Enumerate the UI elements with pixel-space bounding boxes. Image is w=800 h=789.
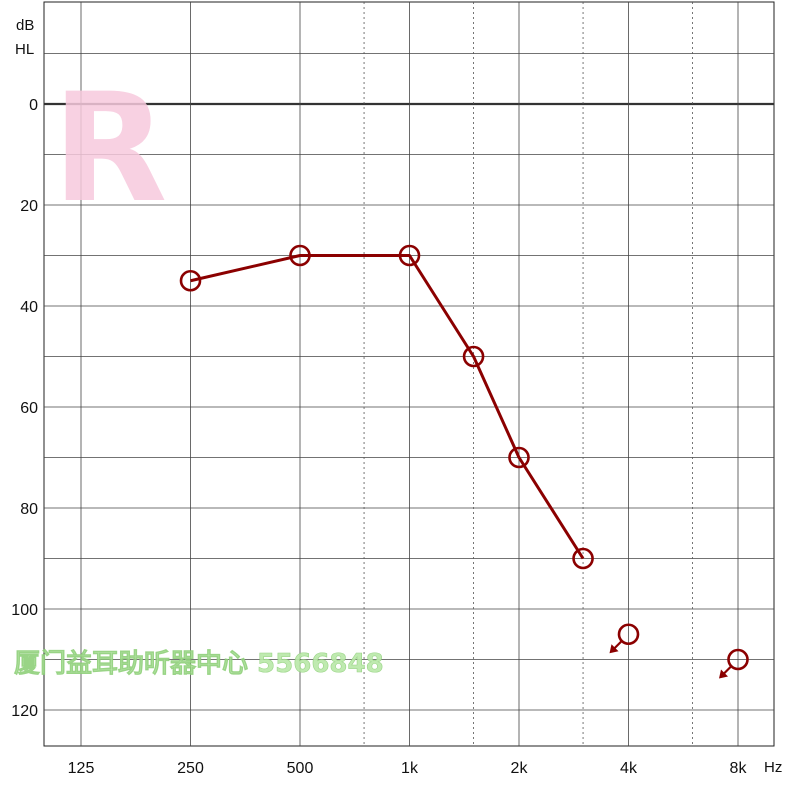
y-unit-bottom: HL xyxy=(15,41,34,58)
x-tick-label: 500 xyxy=(287,760,314,777)
watermark-text: 厦门益耳助听器中心 5566848 xyxy=(14,649,384,679)
x-tick-label: 250 xyxy=(177,760,204,777)
no-response-circle xyxy=(727,648,749,671)
y-tick-label: 20 xyxy=(20,198,38,215)
y-tick-label: 60 xyxy=(20,400,38,417)
data-point-circle xyxy=(572,547,594,570)
data-point-circle xyxy=(462,345,485,368)
x-tick-label: 4k xyxy=(620,760,638,777)
no-response-arrow-head xyxy=(609,644,619,654)
x-tick-label: 1k xyxy=(401,760,419,777)
y-tick-label: 120 xyxy=(11,703,38,720)
data-point-circle xyxy=(289,244,311,267)
plot-frame xyxy=(43,1,775,747)
x-tick-label: 125 xyxy=(68,760,95,777)
y-unit-top: dB xyxy=(16,17,34,34)
x-tick-label: 2k xyxy=(511,760,529,777)
series-line xyxy=(190,254,585,560)
ear-label: R xyxy=(52,62,168,236)
y-tick-label: 100 xyxy=(11,602,38,619)
y-tick-label: 80 xyxy=(20,501,38,518)
data-point-circle xyxy=(179,269,202,292)
x-tick-label: 8k xyxy=(730,760,748,777)
no-response-arrow-head xyxy=(719,669,728,679)
y-tick-label: 0 xyxy=(29,97,38,114)
y-tick-label: 40 xyxy=(20,299,38,316)
grid xyxy=(43,1,775,747)
x-unit: Hz xyxy=(764,759,782,776)
data-point-circle xyxy=(398,244,421,267)
data-point-circle xyxy=(508,446,530,469)
no-response-circle xyxy=(617,623,640,646)
